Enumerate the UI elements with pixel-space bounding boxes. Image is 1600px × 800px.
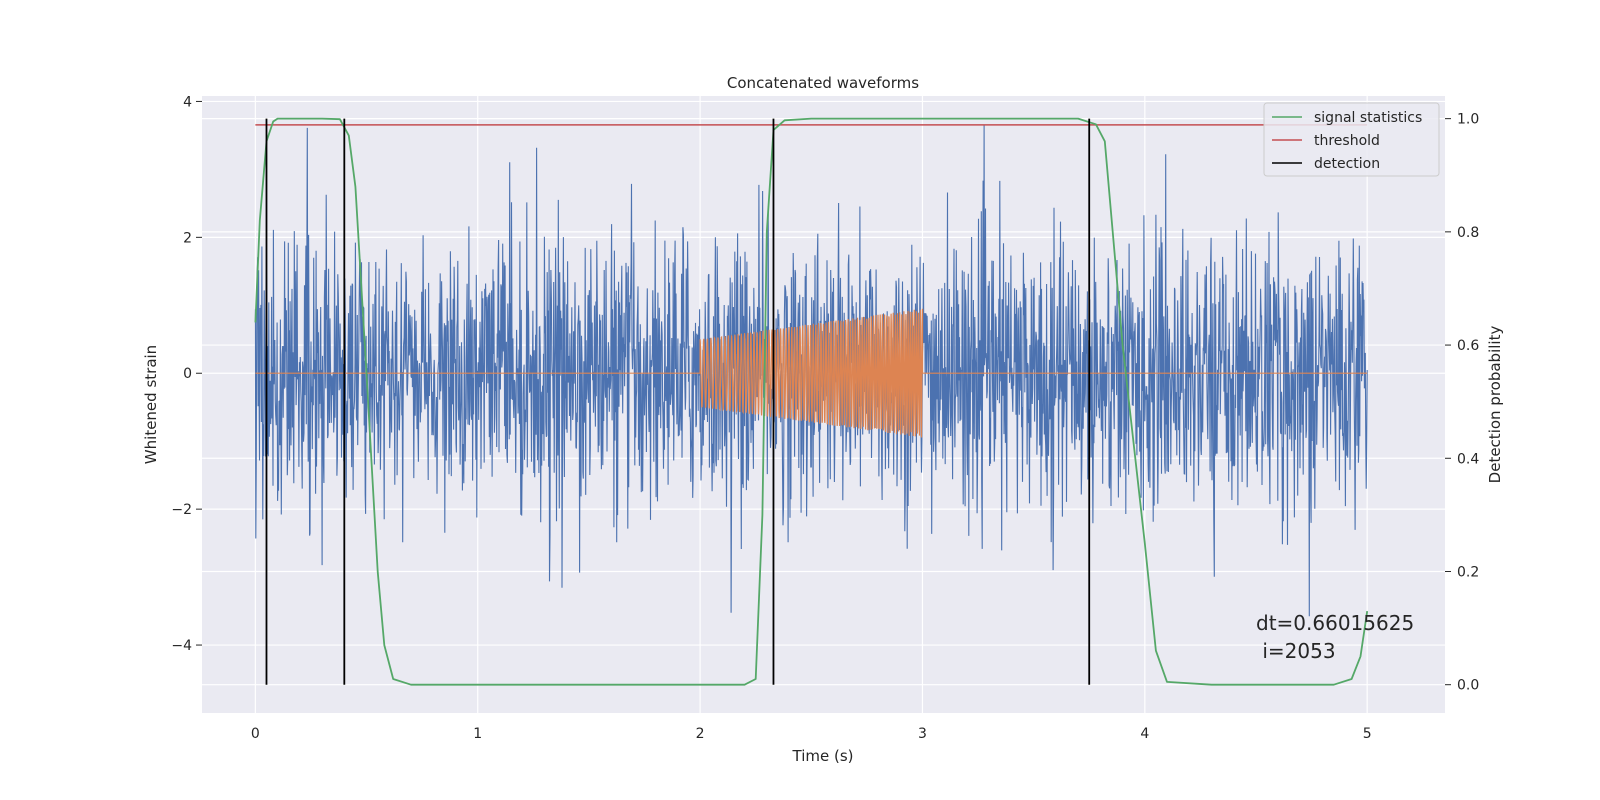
y-tick-label: −4	[171, 638, 192, 654]
x-tick-label: 1	[473, 726, 482, 742]
series-layer	[254, 117, 1369, 686]
y2-axis-label: Detection probability	[1486, 326, 1504, 484]
series-injected-waveform-line	[255, 308, 1368, 438]
x-tick-label: 0	[251, 726, 260, 742]
x-tick-label: 2	[696, 726, 705, 742]
y2-tick-label: 1.0	[1457, 112, 1479, 128]
x-tick-label: 4	[1140, 726, 1149, 742]
legend-label-detection: detection	[1314, 156, 1380, 172]
x-tick-label: 5	[1363, 726, 1372, 742]
x-tick-label: 3	[918, 726, 927, 742]
annotation-i: i=2053	[1256, 639, 1336, 663]
y-tick-label: −2	[171, 502, 192, 518]
tick-layer: 0 1 2 3 4 5 −4 −2 0 2 4 0.0 0.2 0.4 0.6 0.8 1.0	[171, 94, 1479, 742]
series-whitened-strain-line	[254, 125, 1368, 617]
y-axis-label: Whitened strain	[142, 345, 160, 464]
legend-label-threshold: threshold	[1314, 133, 1380, 149]
y-tick-label: 4	[183, 94, 192, 110]
y-tick-label: 0	[183, 366, 192, 382]
y2-tick-label: 0.0	[1457, 678, 1479, 694]
annotation-dt: dt=0.66015625	[1256, 611, 1414, 635]
y2-tick-label: 0.6	[1457, 338, 1479, 354]
series-signal-statistics-line	[254, 117, 1369, 686]
chart-title: Concatenated waveforms	[727, 74, 919, 92]
x-axis-label: Time (s)	[792, 747, 854, 765]
legend-box	[1263, 102, 1440, 177]
y2-tick-label: 0.8	[1457, 225, 1479, 241]
legend-label-signal-statistics: signal statistics	[1314, 110, 1422, 126]
y2-tick-label: 0.2	[1457, 564, 1479, 580]
legend: signal statistics threshold detection	[1263, 102, 1440, 177]
y-tick-label: 2	[183, 230, 192, 246]
y2-tick-label: 0.4	[1457, 451, 1479, 467]
